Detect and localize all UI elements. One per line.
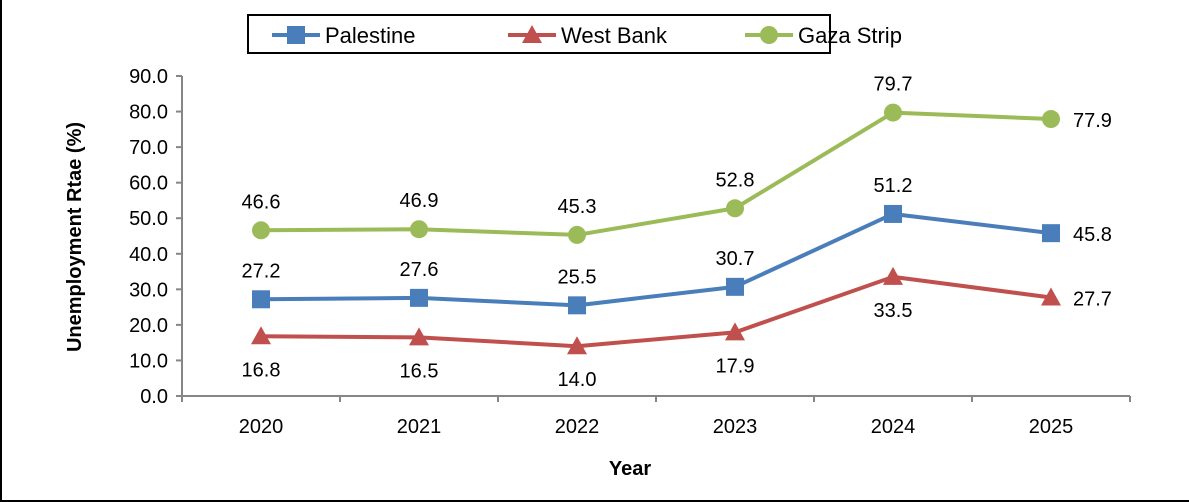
y-tick-label: 20.0 [129,315,168,337]
data-label-west-bank: 14.0 [558,369,597,391]
x-tick-label: 2024 [871,416,916,438]
data-point-palestine [568,296,586,315]
y-tick-label: 60.0 [129,173,168,195]
x-axis-title: Year [609,458,651,480]
x-tick-label: 2022 [555,416,600,438]
data-point-palestine [884,204,902,223]
data-label-palestine: 27.2 [242,260,281,282]
data-label-palestine: 25.5 [558,266,597,288]
legend-item-palestine: Palestine [272,23,416,48]
axes: 0.010.020.030.040.050.060.070.080.090.0 … [129,66,1131,438]
legend-label: West Bank [561,23,668,48]
data-label-palestine: 51.2 [874,175,913,197]
y-axis-title: Unemployment Rtae (%) [64,122,86,352]
series-line-gaza-strip [260,110,1052,237]
data-label-gaza-strip: 79.7 [874,74,913,96]
y-tick-label: 10.0 [129,350,168,372]
y-tick-label: 0.0 [140,386,168,408]
legend-marker-circle-icon [760,26,778,44]
data-point-west-bank [567,336,587,355]
x-tick-label: 2025 [1029,416,1074,438]
y-tick-label: 30.0 [129,279,168,301]
data-point-palestine [1042,224,1060,243]
data-point-gaza-strip [726,199,744,218]
data-point-west-bank [409,327,429,346]
data-label-west-bank: 16.5 [400,360,439,382]
legend: Palestine West Bank Gaza Strip [247,14,902,54]
x-tick-label: 2021 [397,416,442,438]
x-tick-label: 2020 [239,416,284,438]
data-label-gaza-strip: 45.3 [558,196,597,218]
data-label-gaza-strip: 52.8 [716,169,755,191]
series-gaza-strip: 46.6 46.9 45.3 52.8 79.7 77.9 [242,74,1112,244]
series-line-palestine [260,211,1052,308]
legend-item-gaza-strip: Gaza Strip [745,23,902,48]
legend-marker-triangle-icon [522,25,542,43]
data-label-palestine: 30.7 [716,248,755,270]
data-point-gaza-strip [1042,110,1060,129]
data-point-west-bank [251,326,271,345]
data-point-gaza-strip [568,225,586,244]
y-ticks: 0.0 10.0 20.0 30.0 40.0 50.0 60.0 70.0 80.0 90.0 [129,66,182,408]
data-label-west-bank: 33.5 [874,300,913,322]
data-point-palestine [726,277,744,296]
data-label-gaza-strip: 77.9 [1073,110,1112,132]
legend-label: Palestine [325,23,416,48]
data-point-palestine [252,290,270,309]
x-tick-label: 2023 [713,416,758,438]
data-label-west-bank: 16.8 [242,359,281,381]
y-tick-label: 70.0 [129,137,168,159]
legend-marker-square-icon [287,26,305,44]
data-point-gaza-strip [884,103,902,122]
data-point-west-bank [1041,287,1061,306]
data-point-west-bank [883,266,903,285]
series-west-bank: 16.8 16.5 14.0 17.9 33.5 27.7 [242,266,1112,391]
series-layer: 27.2 27.6 25.5 30.7 51.2 45.8 16.8 16.5 14.0 17.9… [242,74,1112,392]
legend-label: Gaza Strip [798,23,902,48]
y-tick-label: 80.0 [129,102,168,124]
data-label-gaza-strip: 46.9 [400,190,439,212]
y-tick-label: 90.0 [129,66,168,88]
data-label-west-bank: 27.7 [1073,289,1112,311]
data-point-west-bank [725,322,745,341]
series-line-west-bank [260,274,1052,349]
series-palestine: 27.2 27.6 25.5 30.7 51.2 45.8 [242,175,1112,315]
data-label-palestine: 45.8 [1073,224,1112,246]
legend-item-west-bank: West Bank [508,23,668,48]
data-point-gaza-strip [410,220,428,239]
data-label-west-bank: 17.9 [716,355,755,377]
data-label-palestine: 27.6 [400,259,439,281]
data-label-gaza-strip: 46.6 [242,191,281,213]
x-ticks: 2020 2021 2022 2023 2024 2025 [181,396,1131,438]
data-point-palestine [410,288,428,307]
y-tick-label: 40.0 [129,244,168,266]
y-tick-label: 50.0 [129,208,168,230]
data-point-gaza-strip [252,221,270,240]
